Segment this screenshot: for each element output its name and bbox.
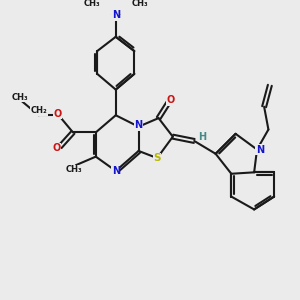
Text: H: H [198,132,206,142]
Text: CH₃: CH₃ [12,93,28,102]
Text: N: N [134,120,142,130]
Text: O: O [52,143,61,153]
Text: S: S [153,153,161,163]
Text: CH₃: CH₃ [66,165,83,174]
Text: O: O [53,109,61,119]
Text: CH₃: CH₃ [83,0,100,8]
Text: CH₃: CH₃ [132,0,148,8]
Text: N: N [112,11,120,20]
Text: N: N [112,166,120,176]
Text: O: O [167,95,175,105]
Text: CH₂: CH₂ [30,106,47,116]
Text: N: N [256,145,264,154]
